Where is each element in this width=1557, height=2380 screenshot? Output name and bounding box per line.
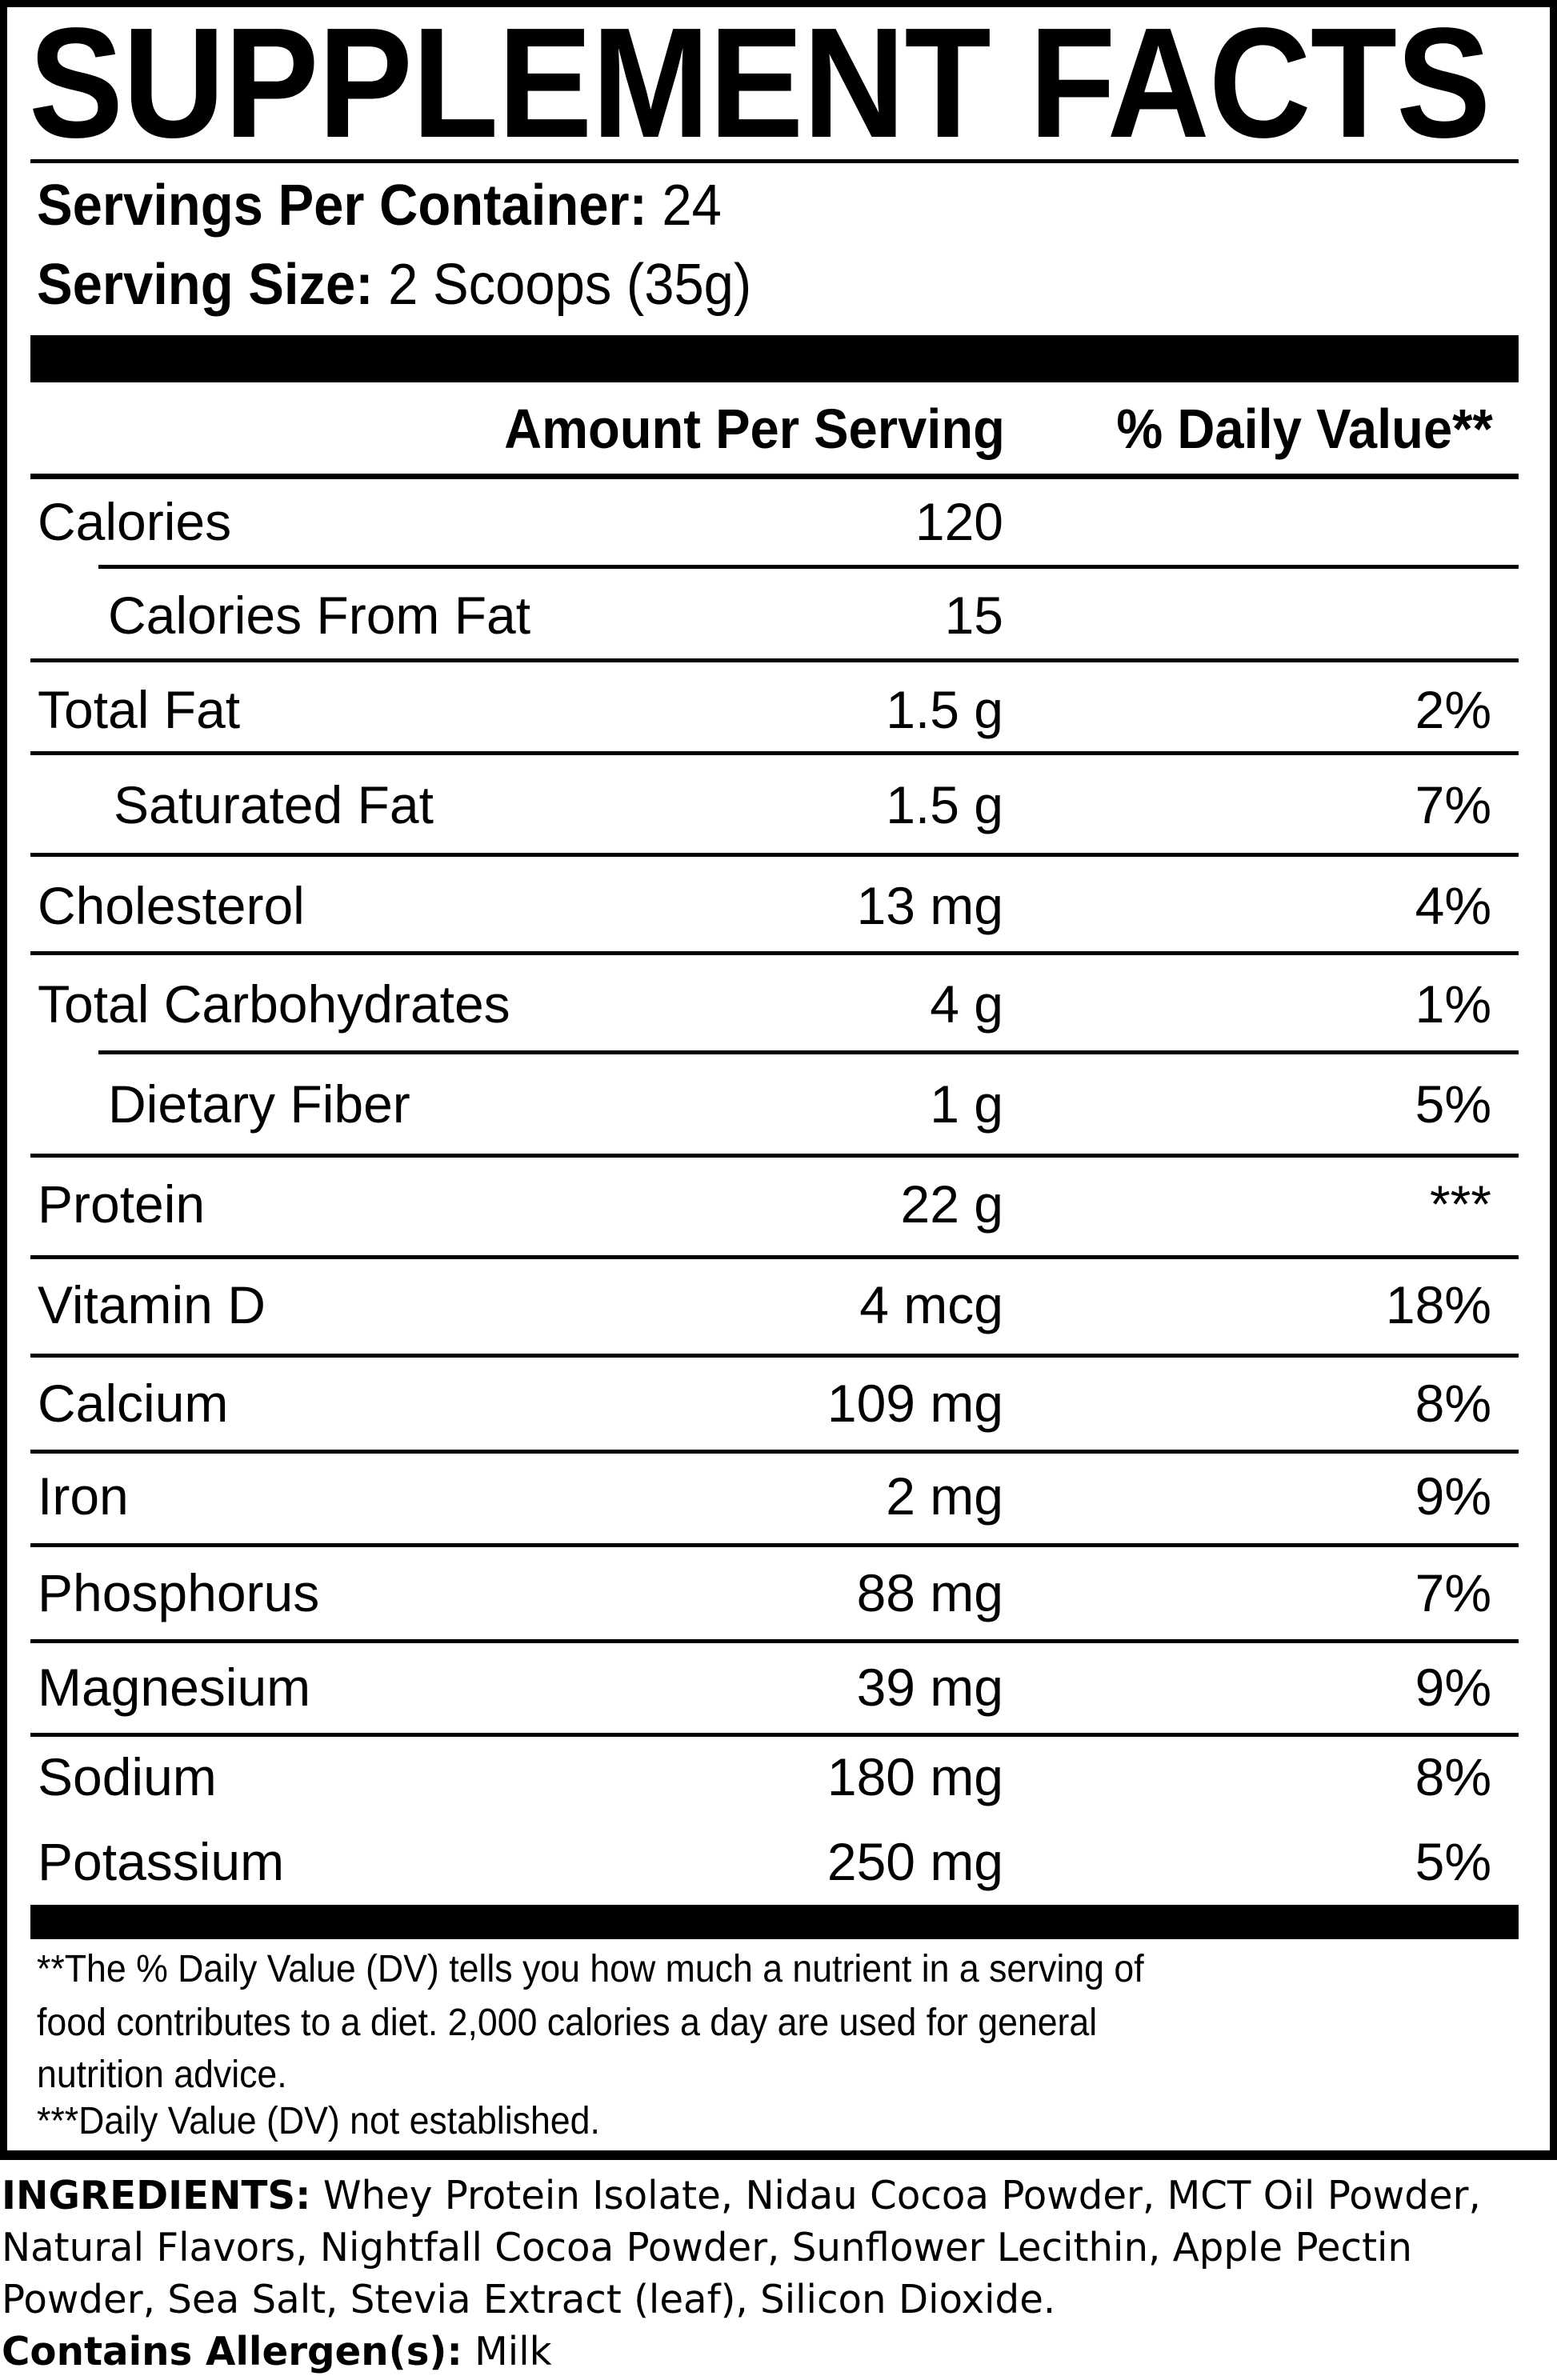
header-divider — [30, 474, 1519, 479]
servings-per-container-value: 24 — [662, 174, 722, 238]
nutrient-name: Iron — [38, 1466, 129, 1526]
nutrient-name: Calcium — [38, 1374, 229, 1433]
row-divider — [98, 1050, 1519, 1054]
nutrient-name: Saturated Fat — [114, 775, 434, 834]
ingredients-text: Whey Protein Isolate, Nidau Cocoa Powder… — [2, 2173, 1481, 2322]
nutrient-name: Sodium — [38, 1747, 217, 1806]
allergens-value: Milk — [462, 2329, 552, 2374]
nutrient-daily-value: 18% — [1385, 1275, 1491, 1334]
ingredients-label: INGREDIENTS: — [2, 2173, 311, 2218]
footnote-line-1: **The % Daily Value (DV) tells you how m… — [37, 1948, 1144, 1990]
nutrient-amount: 2 mg — [886, 1466, 1003, 1526]
nutrient-daily-value: 1% — [1415, 974, 1491, 1034]
nutrient-name: Total Fat — [38, 680, 241, 739]
nutrient-amount: 88 mg — [856, 1563, 1003, 1622]
nutrient-name: Calories From Fat — [108, 586, 531, 645]
nutrient-daily-value: 7% — [1415, 775, 1491, 834]
nutrient-name: Potassium — [38, 1832, 285, 1891]
nutrient-daily-value: 5% — [1415, 1832, 1491, 1891]
nutrient-name: Dietary Fiber — [108, 1074, 410, 1134]
nutrient-daily-value: 2% — [1415, 680, 1491, 739]
row-divider — [30, 1733, 1519, 1737]
serving-size: Serving Size: 2 Scoops (35g) — [37, 256, 751, 314]
nutrient-amount: 120 — [915, 492, 1003, 551]
thick-bar-top — [30, 335, 1519, 382]
nutrient-name: Magnesium — [38, 1658, 311, 1717]
nutrient-amount: 1 g — [930, 1074, 1003, 1134]
nutrient-name: Protein — [38, 1174, 206, 1234]
footnote-line-4: ***Daily Value (DV) not established. — [37, 2100, 600, 2142]
nutrient-amount: 250 mg — [827, 1832, 1003, 1891]
nutrient-amount: 4 g — [930, 974, 1003, 1034]
row-divider — [30, 751, 1519, 755]
title-divider — [30, 159, 1519, 163]
ingredients-block: INGREDIENTS: Whey Protein Isolate, Nidau… — [2, 2170, 1547, 2378]
nutrient-daily-value: 8% — [1415, 1374, 1491, 1433]
nutrient-amount: 39 mg — [856, 1658, 1003, 1717]
nutrient-daily-value: 8% — [1415, 1747, 1491, 1806]
allergens: Contains Allergen(s): Milk — [2, 2326, 1547, 2378]
nutrient-daily-value: *** — [1429, 1174, 1491, 1234]
footnote-line-3: nutrition advice. — [37, 2054, 287, 2096]
nutrient-name: Calories — [38, 492, 232, 551]
thick-bar-bottom — [30, 1905, 1519, 1939]
row-divider — [98, 565, 1519, 569]
row-divider — [30, 1354, 1519, 1358]
nutrient-amount: 1.5 g — [886, 775, 1003, 834]
nutrient-name: Phosphorus — [38, 1563, 320, 1622]
nutrient-amount: 13 mg — [856, 876, 1003, 935]
footnote-line-2: food contributes to a diet. 2,000 calori… — [37, 2002, 1098, 2044]
label-frame — [0, 0, 1557, 2160]
nutrient-name: Cholesterol — [38, 876, 305, 935]
servings-per-container-label: Servings Per Container: — [37, 174, 647, 238]
nutrient-daily-value: 9% — [1415, 1466, 1491, 1526]
serving-size-label: Serving Size: — [37, 253, 374, 317]
row-divider — [30, 1450, 1519, 1454]
row-divider — [30, 658, 1519, 662]
nutrient-name: Total Carbohydrates — [38, 974, 510, 1034]
servings-per-container: Servings Per Container: 24 — [37, 177, 722, 234]
nutrient-amount: 109 mg — [827, 1374, 1003, 1433]
nutrient-daily-value: 9% — [1415, 1658, 1491, 1717]
amount-per-serving-header: Amount Per Serving — [504, 398, 1005, 460]
nutrient-amount: 22 g — [900, 1174, 1003, 1234]
nutrient-amount: 1.5 g — [886, 680, 1003, 739]
row-divider — [30, 1255, 1519, 1259]
nutrient-amount: 15 — [944, 586, 1003, 645]
daily-value-header: % Daily Value** — [1116, 398, 1493, 460]
nutrient-daily-value: 4% — [1415, 876, 1491, 935]
row-divider — [30, 1154, 1519, 1158]
ingredients: INGREDIENTS: Whey Protein Isolate, Nidau… — [2, 2170, 1547, 2326]
row-divider — [30, 1543, 1519, 1547]
nutrient-amount: 180 mg — [827, 1747, 1003, 1806]
nutrient-amount: 4 mcg — [859, 1275, 1003, 1334]
nutrient-name: Vitamin D — [38, 1275, 266, 1334]
nutrient-daily-value: 5% — [1415, 1074, 1491, 1134]
row-divider — [30, 1639, 1519, 1643]
allergens-label: Contains Allergen(s): — [2, 2329, 462, 2374]
row-divider — [30, 853, 1519, 857]
nutrient-daily-value: 7% — [1415, 1563, 1491, 1622]
row-divider — [30, 951, 1519, 955]
serving-size-value: 2 Scoops (35g) — [388, 253, 752, 317]
label-title: SUPPLEMENT FACTS — [29, 0, 1491, 170]
